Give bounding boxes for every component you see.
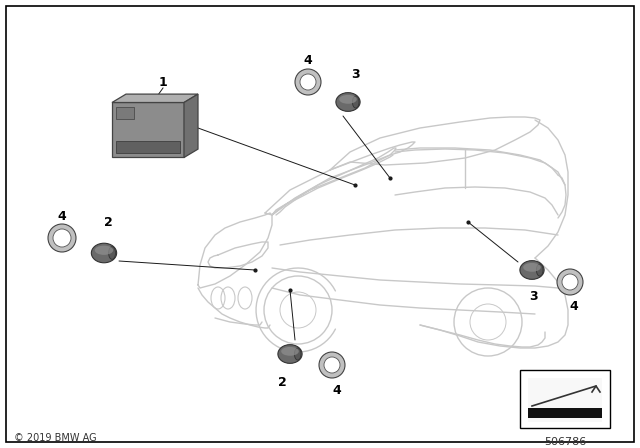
Ellipse shape [520,261,544,280]
Text: 2: 2 [104,216,113,229]
Polygon shape [112,94,198,103]
Ellipse shape [339,95,357,104]
Text: 4: 4 [570,300,579,313]
Circle shape [562,274,578,290]
Text: 3: 3 [530,289,538,302]
Ellipse shape [294,348,301,360]
Circle shape [324,357,340,373]
Ellipse shape [353,96,359,108]
Text: 4: 4 [333,384,341,397]
Polygon shape [112,103,184,158]
Ellipse shape [109,247,115,259]
Circle shape [48,224,76,252]
Circle shape [300,74,316,90]
Bar [116,108,134,120]
Text: 2: 2 [278,375,286,388]
Ellipse shape [524,263,541,272]
Bar [528,408,602,418]
Circle shape [53,229,71,247]
Polygon shape [184,94,198,158]
Circle shape [557,269,583,295]
Circle shape [295,69,321,95]
Text: 4: 4 [303,53,312,66]
Text: 1: 1 [159,76,168,89]
Text: 4: 4 [58,210,67,223]
Bar [116,142,180,154]
Text: 506786: 506786 [544,437,586,447]
Bar [528,378,602,422]
Ellipse shape [536,264,543,276]
Ellipse shape [95,246,113,255]
Ellipse shape [92,243,116,263]
Text: © 2019 BMW AG: © 2019 BMW AG [14,433,97,443]
Ellipse shape [278,345,302,363]
Ellipse shape [281,347,299,356]
Text: 3: 3 [352,68,360,81]
Bar [520,370,610,428]
Ellipse shape [336,93,360,112]
Circle shape [319,352,345,378]
